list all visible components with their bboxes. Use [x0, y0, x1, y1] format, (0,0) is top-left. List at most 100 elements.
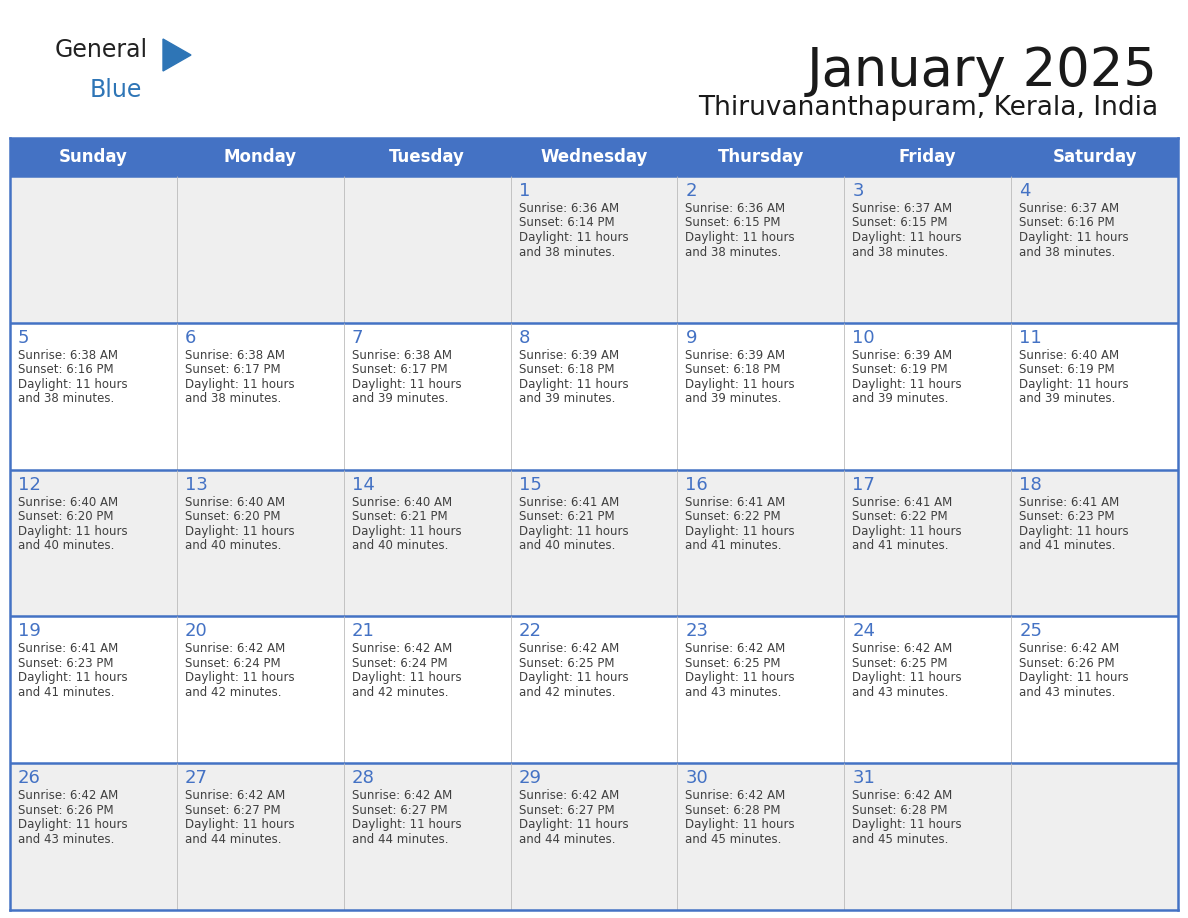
Text: Sunset: 6:15 PM: Sunset: 6:15 PM — [852, 217, 948, 230]
Text: 22: 22 — [519, 622, 542, 641]
Text: 31: 31 — [852, 769, 876, 788]
Bar — [10, 323, 1178, 470]
Text: Sunrise: 6:42 AM: Sunrise: 6:42 AM — [185, 643, 285, 655]
Text: 11: 11 — [1019, 329, 1042, 347]
Text: Daylight: 11 hours: Daylight: 11 hours — [352, 524, 461, 538]
Text: Sunrise: 6:40 AM: Sunrise: 6:40 AM — [1019, 349, 1119, 362]
Text: Daylight: 11 hours: Daylight: 11 hours — [519, 818, 628, 831]
Text: Sunset: 6:16 PM: Sunset: 6:16 PM — [18, 364, 114, 376]
Text: and 39 minutes.: and 39 minutes. — [685, 392, 782, 406]
Bar — [10, 138, 1178, 176]
Text: Sunset: 6:23 PM: Sunset: 6:23 PM — [18, 657, 114, 670]
Text: 24: 24 — [852, 622, 876, 641]
Text: 28: 28 — [352, 769, 374, 788]
Text: and 38 minutes.: and 38 minutes. — [852, 245, 948, 259]
Text: Thiruvananthapuram, Kerala, India: Thiruvananthapuram, Kerala, India — [697, 95, 1158, 121]
Text: Daylight: 11 hours: Daylight: 11 hours — [685, 671, 795, 685]
Text: Sunrise: 6:40 AM: Sunrise: 6:40 AM — [185, 496, 285, 509]
Text: Daylight: 11 hours: Daylight: 11 hours — [18, 671, 127, 685]
Text: and 41 minutes.: and 41 minutes. — [18, 686, 114, 699]
Text: Daylight: 11 hours: Daylight: 11 hours — [185, 671, 295, 685]
Text: Sunset: 6:20 PM: Sunset: 6:20 PM — [185, 510, 280, 523]
Text: Thursday: Thursday — [718, 148, 804, 166]
Text: and 45 minutes.: and 45 minutes. — [685, 833, 782, 845]
Text: Sunrise: 6:42 AM: Sunrise: 6:42 AM — [352, 643, 451, 655]
Text: and 39 minutes.: and 39 minutes. — [852, 392, 949, 406]
Text: Sunrise: 6:42 AM: Sunrise: 6:42 AM — [519, 789, 619, 802]
Text: 10: 10 — [852, 329, 874, 347]
Text: and 43 minutes.: and 43 minutes. — [1019, 686, 1116, 699]
Text: Sunset: 6:26 PM: Sunset: 6:26 PM — [1019, 657, 1114, 670]
Text: Sunrise: 6:42 AM: Sunrise: 6:42 AM — [352, 789, 451, 802]
Text: Friday: Friday — [899, 148, 956, 166]
Text: and 38 minutes.: and 38 minutes. — [1019, 245, 1116, 259]
Text: Saturday: Saturday — [1053, 148, 1137, 166]
Text: Daylight: 11 hours: Daylight: 11 hours — [519, 378, 628, 391]
Text: Sunset: 6:21 PM: Sunset: 6:21 PM — [519, 510, 614, 523]
Text: and 41 minutes.: and 41 minutes. — [852, 539, 949, 552]
Text: Sunset: 6:27 PM: Sunset: 6:27 PM — [519, 803, 614, 817]
Text: Sunset: 6:25 PM: Sunset: 6:25 PM — [852, 657, 948, 670]
Text: and 40 minutes.: and 40 minutes. — [185, 539, 282, 552]
Text: and 38 minutes.: and 38 minutes. — [185, 392, 282, 406]
Bar — [10, 470, 1178, 616]
Text: Blue: Blue — [90, 78, 143, 102]
Text: Daylight: 11 hours: Daylight: 11 hours — [1019, 524, 1129, 538]
Text: and 43 minutes.: and 43 minutes. — [852, 686, 949, 699]
Text: 20: 20 — [185, 622, 208, 641]
Text: and 40 minutes.: and 40 minutes. — [519, 539, 615, 552]
Text: January 2025: January 2025 — [807, 45, 1158, 97]
Text: 25: 25 — [1019, 622, 1042, 641]
Text: Sunrise: 6:39 AM: Sunrise: 6:39 AM — [519, 349, 619, 362]
Text: 3: 3 — [852, 182, 864, 200]
Text: and 44 minutes.: and 44 minutes. — [185, 833, 282, 845]
Text: and 44 minutes.: and 44 minutes. — [352, 833, 448, 845]
Text: Sunset: 6:25 PM: Sunset: 6:25 PM — [519, 657, 614, 670]
Text: Wednesday: Wednesday — [541, 148, 647, 166]
Text: Daylight: 11 hours: Daylight: 11 hours — [519, 231, 628, 244]
Text: Sunset: 6:23 PM: Sunset: 6:23 PM — [1019, 510, 1114, 523]
Text: Sunset: 6:14 PM: Sunset: 6:14 PM — [519, 217, 614, 230]
Text: Daylight: 11 hours: Daylight: 11 hours — [352, 378, 461, 391]
Text: and 41 minutes.: and 41 minutes. — [685, 539, 782, 552]
Text: Daylight: 11 hours: Daylight: 11 hours — [185, 524, 295, 538]
Text: 27: 27 — [185, 769, 208, 788]
Text: Daylight: 11 hours: Daylight: 11 hours — [685, 524, 795, 538]
Text: Sunset: 6:25 PM: Sunset: 6:25 PM — [685, 657, 781, 670]
Text: and 42 minutes.: and 42 minutes. — [352, 686, 448, 699]
Text: Daylight: 11 hours: Daylight: 11 hours — [852, 671, 962, 685]
Text: Daylight: 11 hours: Daylight: 11 hours — [352, 671, 461, 685]
Text: Sunrise: 6:41 AM: Sunrise: 6:41 AM — [852, 496, 953, 509]
Text: 12: 12 — [18, 476, 40, 494]
Text: Daylight: 11 hours: Daylight: 11 hours — [685, 818, 795, 831]
Text: and 41 minutes.: and 41 minutes. — [1019, 539, 1116, 552]
Text: Tuesday: Tuesday — [390, 148, 465, 166]
Text: Daylight: 11 hours: Daylight: 11 hours — [18, 378, 127, 391]
Text: and 44 minutes.: and 44 minutes. — [519, 833, 615, 845]
Polygon shape — [163, 39, 191, 71]
Text: 7: 7 — [352, 329, 364, 347]
Text: Sunrise: 6:41 AM: Sunrise: 6:41 AM — [18, 643, 119, 655]
Text: Sunrise: 6:36 AM: Sunrise: 6:36 AM — [519, 202, 619, 215]
Text: 9: 9 — [685, 329, 697, 347]
Text: and 43 minutes.: and 43 minutes. — [18, 833, 114, 845]
Text: Sunrise: 6:40 AM: Sunrise: 6:40 AM — [18, 496, 118, 509]
Text: 19: 19 — [18, 622, 40, 641]
Text: Sunset: 6:16 PM: Sunset: 6:16 PM — [1019, 217, 1114, 230]
Text: Daylight: 11 hours: Daylight: 11 hours — [185, 818, 295, 831]
Text: Sunrise: 6:36 AM: Sunrise: 6:36 AM — [685, 202, 785, 215]
Bar — [10, 176, 1178, 323]
Text: 29: 29 — [519, 769, 542, 788]
Text: Sunrise: 6:37 AM: Sunrise: 6:37 AM — [852, 202, 953, 215]
Text: 15: 15 — [519, 476, 542, 494]
Text: Sunrise: 6:41 AM: Sunrise: 6:41 AM — [519, 496, 619, 509]
Text: Daylight: 11 hours: Daylight: 11 hours — [1019, 671, 1129, 685]
Text: General: General — [55, 38, 148, 62]
Text: Daylight: 11 hours: Daylight: 11 hours — [685, 378, 795, 391]
Text: Sunrise: 6:42 AM: Sunrise: 6:42 AM — [185, 789, 285, 802]
Text: Sunset: 6:15 PM: Sunset: 6:15 PM — [685, 217, 781, 230]
Text: Monday: Monday — [223, 148, 297, 166]
Text: Sunrise: 6:38 AM: Sunrise: 6:38 AM — [18, 349, 118, 362]
Text: 2: 2 — [685, 182, 697, 200]
Text: Daylight: 11 hours: Daylight: 11 hours — [1019, 231, 1129, 244]
